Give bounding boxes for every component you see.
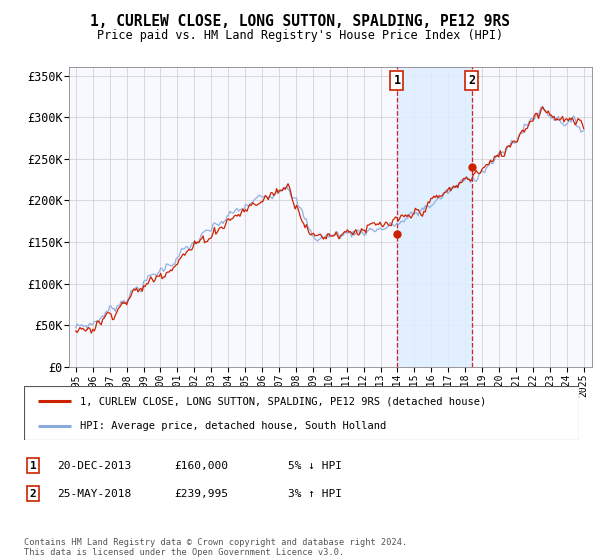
Text: 20-DEC-2013: 20-DEC-2013 [57, 461, 131, 471]
Text: HPI: Average price, detached house, South Holland: HPI: Average price, detached house, Sout… [79, 421, 386, 431]
Text: 1: 1 [29, 461, 37, 471]
Text: 25-MAY-2018: 25-MAY-2018 [57, 489, 131, 499]
Text: 1, CURLEW CLOSE, LONG SUTTON, SPALDING, PE12 9RS: 1, CURLEW CLOSE, LONG SUTTON, SPALDING, … [90, 14, 510, 29]
Text: £160,000: £160,000 [174, 461, 228, 471]
Text: Price paid vs. HM Land Registry's House Price Index (HPI): Price paid vs. HM Land Registry's House … [97, 29, 503, 42]
Bar [397, 67, 472, 367]
Text: 1: 1 [394, 74, 401, 87]
Text: 1, CURLEW CLOSE, LONG SUTTON, SPALDING, PE12 9RS (detached house): 1, CURLEW CLOSE, LONG SUTTON, SPALDING, … [79, 396, 486, 407]
Text: 3% ↑ HPI: 3% ↑ HPI [288, 489, 342, 499]
Text: Contains HM Land Registry data © Crown copyright and database right 2024.
This d: Contains HM Land Registry data © Crown c… [24, 538, 407, 557]
Text: 2: 2 [469, 74, 476, 87]
Text: 2: 2 [29, 489, 37, 499]
Text: £239,995: £239,995 [174, 489, 228, 499]
Text: 5% ↓ HPI: 5% ↓ HPI [288, 461, 342, 471]
FancyBboxPatch shape [24, 386, 579, 440]
